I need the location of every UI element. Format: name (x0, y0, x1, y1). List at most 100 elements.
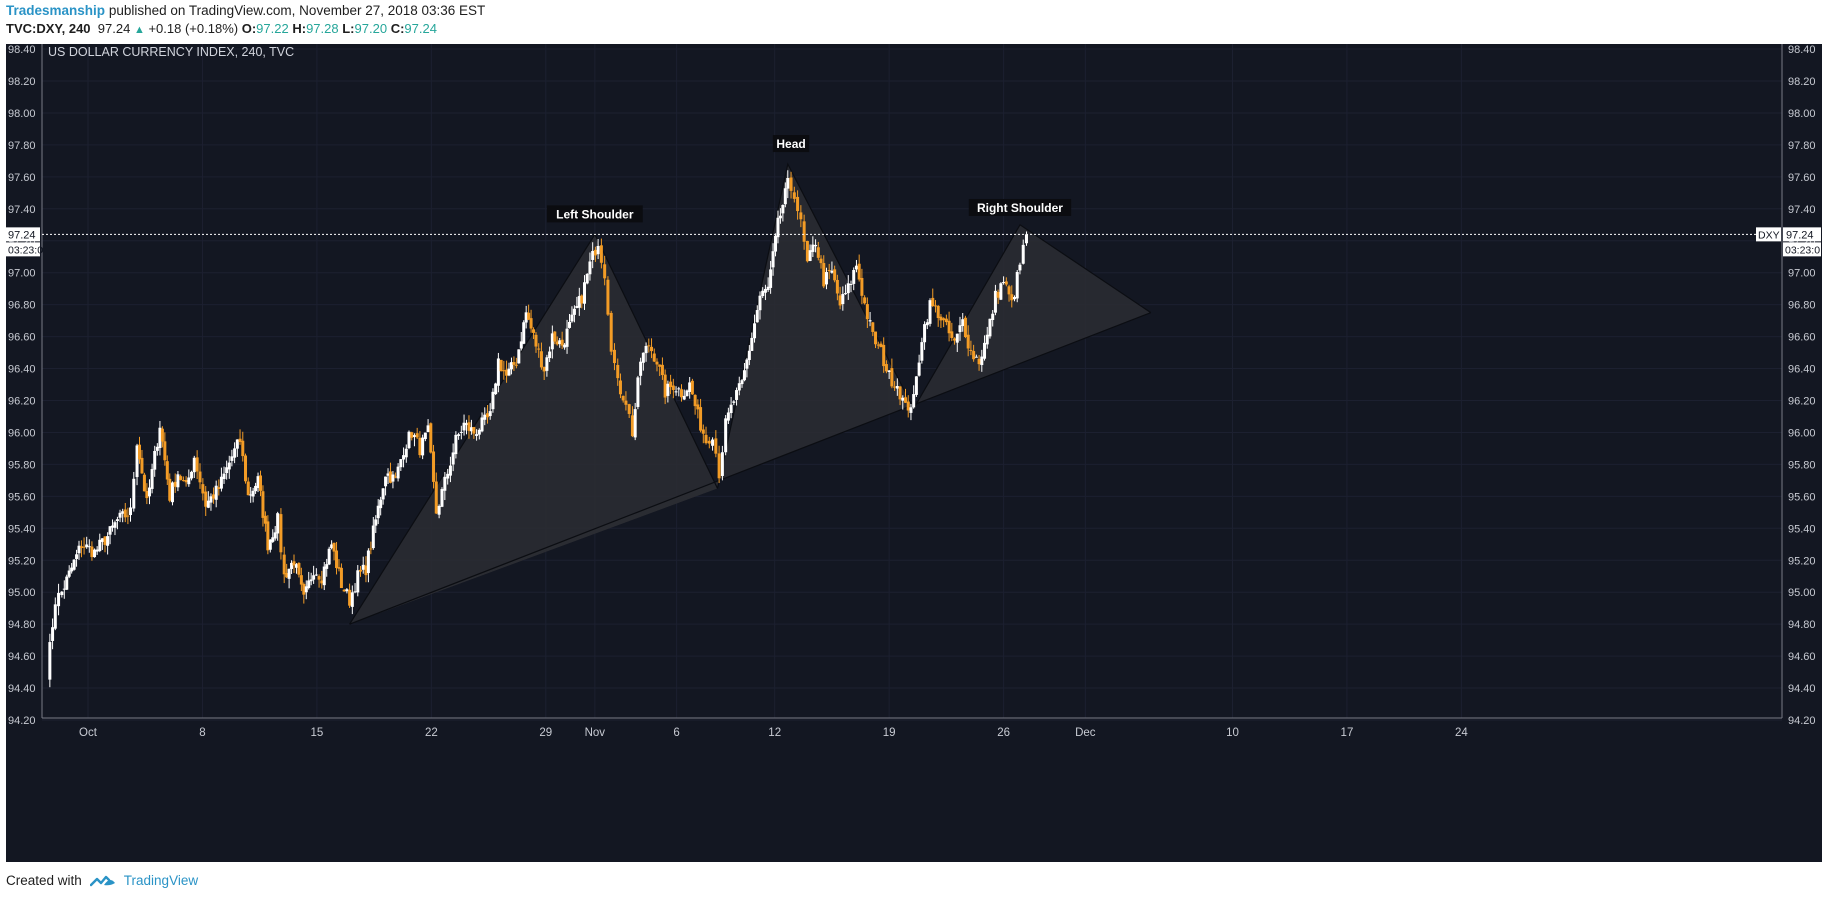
candle-down (217, 487, 221, 489)
close-value: 97.24 (404, 21, 437, 36)
tradingview-link[interactable]: TradingView (123, 873, 199, 888)
candle-up (118, 512, 122, 518)
candle-down (472, 427, 476, 434)
candle-up (75, 554, 79, 559)
candle-down (90, 546, 94, 558)
candle-down (865, 304, 869, 320)
candle-up (568, 321, 572, 328)
candle-up (808, 250, 812, 262)
candle-down (580, 295, 584, 304)
candle-up (170, 482, 174, 503)
candle-down (658, 364, 662, 367)
candle-up (914, 376, 918, 395)
candle-up (469, 427, 473, 432)
candle-up (314, 574, 318, 576)
y-tick-label-right: 94.60 (1788, 651, 1816, 663)
pattern-annotations: Left Shoulder Head Right Shoulder (546, 135, 1072, 223)
candle-up (677, 388, 681, 390)
candle-up (356, 570, 360, 593)
candle-down (621, 395, 625, 401)
candle-up (558, 340, 562, 344)
candle-down (201, 484, 205, 494)
candle-up (596, 245, 600, 255)
candle-up (309, 579, 313, 582)
candle-down (630, 415, 634, 437)
candle-down (123, 509, 127, 518)
open-value: 97.22 (256, 21, 289, 36)
y-tick-label-left: 96.40 (8, 364, 36, 376)
candle-up (846, 283, 850, 294)
candle-down (184, 480, 188, 483)
candle-down (198, 471, 202, 483)
candle-up (887, 370, 891, 372)
up-arrow-icon: ▲ (133, 24, 145, 36)
y-tick-label-left: 96.20 (8, 396, 36, 408)
candle-up (206, 500, 210, 508)
candle-up (249, 494, 253, 496)
candle-down (537, 348, 541, 350)
candle-down (944, 318, 948, 323)
candle-up (219, 476, 223, 489)
pattern-body-fill (349, 164, 1151, 625)
candle-up (106, 536, 110, 546)
annotation-bg (546, 205, 643, 223)
candle-up (271, 537, 275, 542)
candle-up (920, 342, 924, 361)
y-tick-label-right: 95.60 (1788, 491, 1816, 503)
candle-up (480, 417, 484, 432)
candle-up (366, 550, 370, 574)
created-with-text: Created with (6, 873, 82, 888)
candle-down (612, 349, 616, 364)
candle-up (993, 290, 997, 313)
y-tick-label-left: 95.00 (8, 587, 36, 599)
candle-up (955, 333, 959, 343)
left-shoulder-fill (349, 234, 718, 625)
candle-up (440, 489, 444, 507)
candle-down (292, 561, 296, 566)
price-tag-right: 97.24 (1786, 229, 1814, 241)
candle-down (335, 550, 339, 569)
y-tick-label-left: 95.20 (8, 555, 36, 567)
author-link[interactable]: Tradesmanship (6, 3, 106, 18)
grid-lines (42, 44, 1782, 721)
candle-down (553, 331, 557, 342)
candle-up (778, 215, 782, 219)
candle-down (145, 490, 149, 499)
chart-container[interactable]: Left Shoulder Head Right Shoulder 98.40 98.… (6, 44, 1822, 862)
candle-up (421, 437, 425, 456)
y-tick-label-left: 95.40 (8, 523, 36, 535)
y-tick-label-right: 95.40 (1788, 523, 1816, 535)
y-tick-label-left: 97.00 (8, 268, 36, 280)
candle-up (674, 391, 678, 393)
candle-up (985, 334, 989, 345)
candle-down (138, 444, 142, 460)
candle-up (588, 261, 592, 275)
y-tick-label-right: 95.80 (1788, 459, 1816, 471)
low-value: 97.20 (354, 21, 388, 36)
candle-up (928, 300, 932, 324)
x-tick-label: 24 (1455, 727, 1468, 739)
published-text: published on TradingView.com, November 2… (108, 3, 486, 18)
candle-up (158, 427, 162, 449)
candle-up (402, 455, 406, 460)
candle-up (62, 588, 66, 590)
candle-down (819, 258, 823, 264)
x-tick-label: 29 (539, 727, 552, 739)
time-tag-left-bg (6, 242, 40, 257)
low-label: L: (342, 21, 355, 36)
candle-down (671, 385, 675, 390)
candle-down (204, 491, 208, 507)
time-tag-right: 03:23:0 (1785, 244, 1820, 256)
chart-background (6, 44, 1822, 862)
y-tick-label-right: 98.40 (1788, 44, 1816, 56)
time-tag-right-bg (1783, 242, 1821, 257)
y-tick-label-left: 96.80 (8, 300, 36, 312)
candle-down (532, 329, 536, 333)
candle-up (111, 525, 115, 528)
candle-up (974, 356, 978, 358)
candle-down (369, 548, 373, 550)
candle-up (636, 377, 640, 407)
y-tick-label-right: 98.20 (1788, 76, 1816, 88)
annotation-bg (772, 135, 810, 153)
